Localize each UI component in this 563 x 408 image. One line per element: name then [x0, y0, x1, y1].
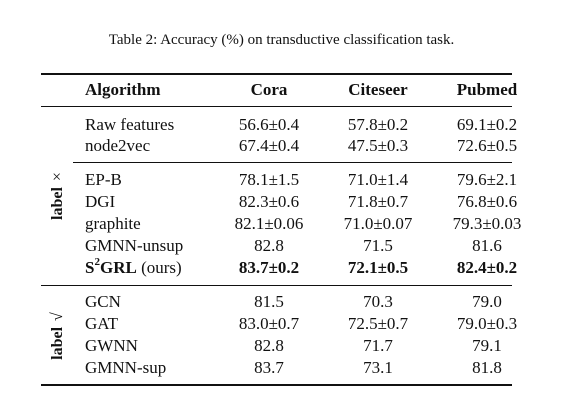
- row-citeseer: 73.1: [363, 358, 393, 377]
- method-name-superscript: 2: [94, 256, 100, 269]
- table-row: EP-B 78.1±1.5 71.0±1.4 79.6±2.1: [0, 169, 563, 190]
- row-cora: 83.7±0.2: [238, 258, 300, 277]
- table-row: Raw features 56.6±0.4 57.8±0.2 69.1±0.2: [0, 114, 563, 135]
- row-algorithm-ours: S2GRL (ours): [85, 257, 182, 278]
- row-citeseer: 71.0±1.4: [347, 170, 409, 189]
- method-name-suffix: GRL: [99, 258, 137, 277]
- table-row: node2vec 67.4±0.4 47.5±0.3 72.6±0.5: [0, 135, 563, 156]
- row-cora: 83.7: [254, 358, 284, 377]
- row-algorithm: node2vec: [85, 136, 151, 155]
- row-pubmed: 69.1±0.2: [456, 115, 518, 134]
- table-header-row: Algorithm Cora Citeseer Pubmed: [0, 79, 563, 100]
- row-citeseer: 72.1±0.5: [347, 258, 409, 277]
- row-algorithm: GMNN-sup: [85, 358, 167, 377]
- row-citeseer: 71.7: [363, 336, 393, 355]
- row-algorithm: GAT: [85, 314, 119, 333]
- table-caption: Table 2: Accuracy (%) on transductive cl…: [108, 32, 455, 48]
- method-name-note: (ours): [136, 258, 182, 277]
- table-row: GWNN 82.8 71.7 79.1: [0, 335, 563, 356]
- header-algorithm: Algorithm: [85, 80, 161, 99]
- row-citeseer: 71.0±0.07: [343, 214, 413, 233]
- table-row-ours: S2GRL (ours) 83.7±0.2 72.1±0.5 82.4±0.2: [0, 257, 563, 278]
- row-algorithm: Raw features: [85, 115, 175, 134]
- table-row: GCN 81.5 70.3 79.0: [0, 291, 563, 312]
- row-algorithm: GWNN: [85, 336, 138, 355]
- header-rule: [41, 106, 512, 107]
- row-citeseer: 71.8±0.7: [347, 192, 409, 211]
- row-cora: 82.8: [254, 236, 284, 255]
- row-citeseer: 72.5±0.7: [347, 314, 409, 333]
- top-rule: [41, 73, 512, 75]
- row-algorithm: GCN: [85, 292, 121, 311]
- row-pubmed: 72.6±0.5: [456, 136, 518, 155]
- row-pubmed: 79.3±0.03: [452, 214, 522, 233]
- row-pubmed: 81.6: [472, 236, 502, 255]
- table-row: graphite 82.1±0.06 71.0±0.07 79.3±0.03: [0, 213, 563, 234]
- row-algorithm: DGI: [85, 192, 116, 211]
- row-cora: 82.8: [254, 336, 284, 355]
- group-rule: [41, 285, 512, 286]
- row-pubmed: 82.4±0.2: [456, 258, 518, 277]
- method-name-prefix: S: [85, 258, 95, 277]
- row-pubmed: 76.8±0.6: [456, 192, 518, 211]
- row-pubmed: 81.8: [472, 358, 502, 377]
- row-cora: 82.3±0.6: [238, 192, 300, 211]
- row-pubmed: 79.0±0.3: [456, 314, 518, 333]
- row-pubmed: 79.0: [472, 292, 502, 311]
- row-citeseer: 47.5±0.3: [347, 136, 409, 155]
- row-pubmed: 79.6±2.1: [456, 170, 518, 189]
- table-row: GMNN-sup 83.7 73.1 81.8: [0, 357, 563, 378]
- header-cora: Cora: [250, 80, 288, 99]
- table-row: GAT 83.0±0.7 72.5±0.7 79.0±0.3: [0, 313, 563, 334]
- row-citeseer: 71.5: [363, 236, 393, 255]
- header-pubmed: Pubmed: [456, 80, 518, 99]
- row-cora: 67.4±0.4: [238, 136, 300, 155]
- row-citeseer: 70.3: [363, 292, 393, 311]
- table-row: GMNN-unsup 82.8 71.5 81.6: [0, 235, 563, 256]
- row-cora: 82.1±0.06: [234, 214, 304, 233]
- row-cora: 56.6±0.4: [238, 115, 300, 134]
- row-citeseer: 57.8±0.2: [347, 115, 409, 134]
- row-algorithm: graphite: [85, 214, 141, 233]
- section-rule: [73, 162, 512, 163]
- row-algorithm: EP-B: [85, 170, 122, 189]
- bottom-rule: [41, 384, 512, 386]
- row-algorithm: GMNN-unsup: [85, 236, 184, 255]
- row-pubmed: 79.1: [472, 336, 502, 355]
- row-cora: 83.0±0.7: [238, 314, 300, 333]
- row-cora: 78.1±1.5: [238, 170, 300, 189]
- row-cora: 81.5: [254, 292, 284, 311]
- table-row: DGI 82.3±0.6 71.8±0.7 76.8±0.6: [0, 191, 563, 212]
- header-citeseer: Citeseer: [348, 80, 408, 99]
